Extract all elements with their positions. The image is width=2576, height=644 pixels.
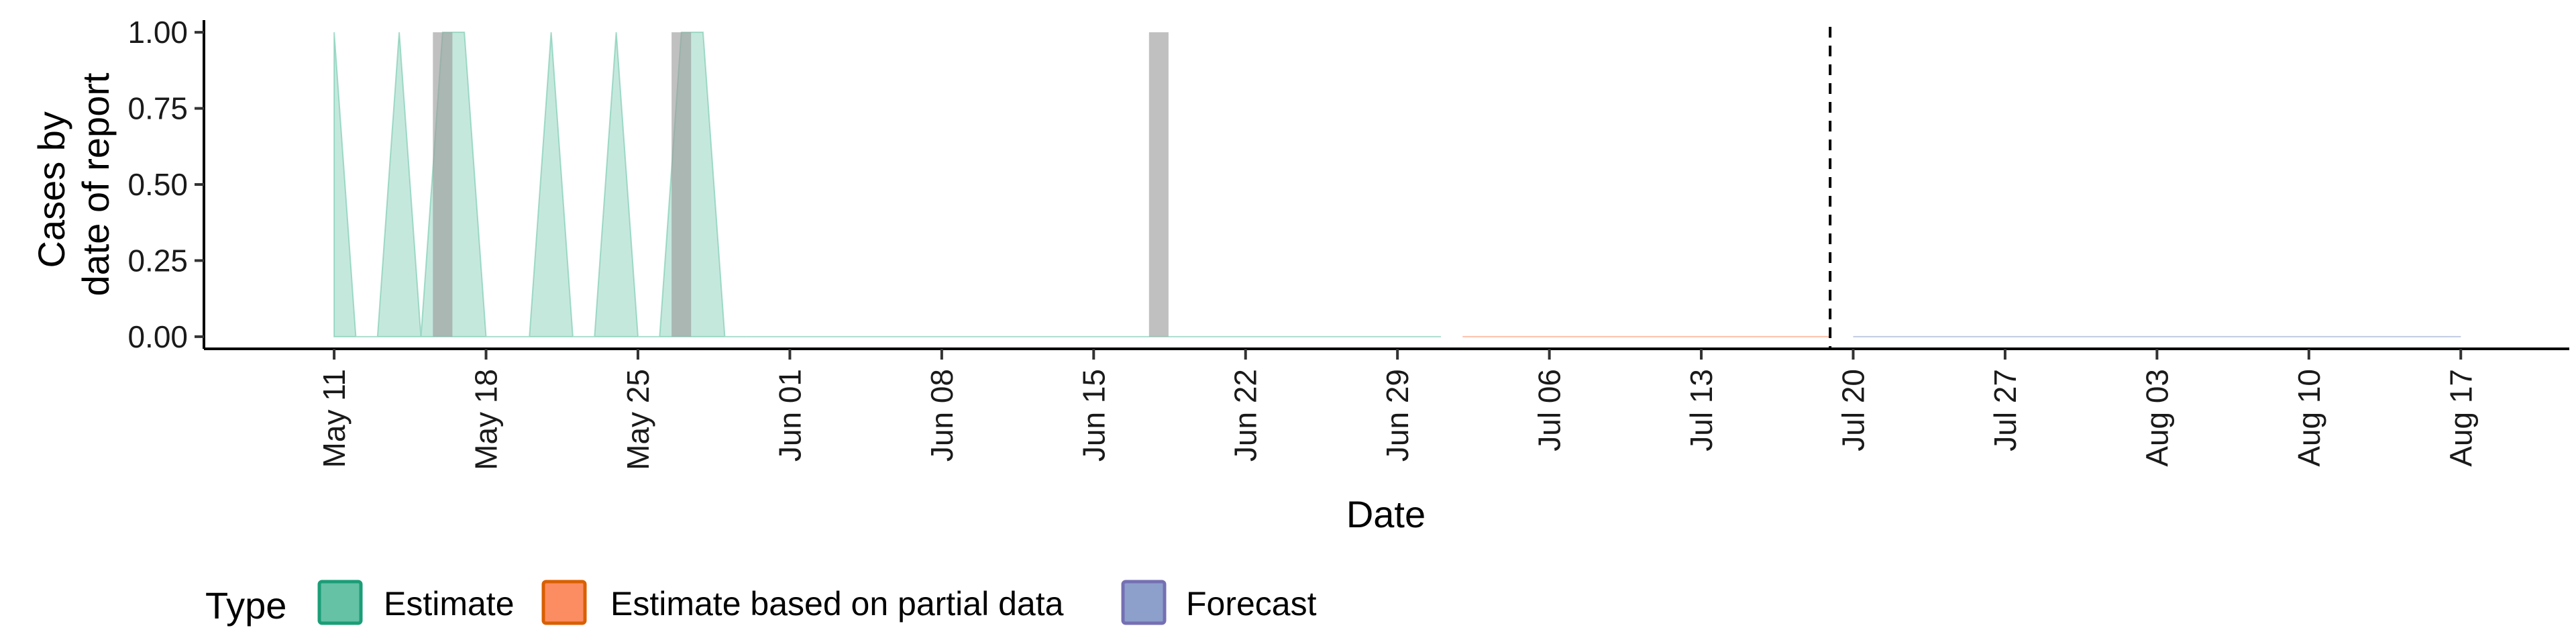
x-tick-label-6: Jun 22 — [1228, 369, 1263, 462]
legend-label-forecast: Forecast — [1186, 585, 1317, 623]
y-tick-label-0: 0.00 — [127, 319, 188, 354]
x-tick-label-0: May 11 — [317, 369, 352, 468]
legend: Type Estimate Estimate based on partial … — [205, 580, 1317, 627]
x-tick-label-1: May 18 — [469, 369, 504, 470]
x-tick-label-9: Jul 13 — [1684, 369, 1719, 451]
y-tick-label-1: 0.25 — [127, 243, 188, 278]
y-tick-label-4: 1.00 — [127, 15, 188, 50]
y-axis-title-line-1: Cases by — [30, 111, 72, 268]
x-tick-label-13: Aug 10 — [2292, 369, 2326, 467]
y-axis-title: Cases by date of report — [30, 72, 117, 297]
x-axis-ticks: May 11 May 18 May 25 Jun 01 Jun 08 Jun 15 Jun … — [317, 349, 2478, 470]
x-tick-label-8: Jul 06 — [1532, 369, 1567, 451]
legend-label-estimate: Estimate — [384, 585, 515, 623]
x-tick-label-12: Aug 03 — [2139, 369, 2174, 467]
x-axis-title: Date — [1346, 493, 1426, 535]
y-axis-title-line-2: date of report — [74, 72, 117, 297]
x-tick-label-5: Jun 15 — [1076, 369, 1111, 462]
x-tick-label-2: May 25 — [621, 369, 655, 470]
y-axis-ticks: 0.00 0.25 0.50 0.75 1.00 — [127, 15, 204, 354]
x-tick-label-14: Aug 17 — [2443, 369, 2478, 467]
legend-title: Type — [205, 584, 286, 627]
x-tick-label-10: Jul 20 — [1836, 369, 1871, 451]
x-tick-label-3: Jun 01 — [772, 369, 807, 462]
legend-swatch-forecast — [1121, 580, 1167, 625]
x-tick-label-7: Jun 29 — [1380, 369, 1415, 462]
reported-bar-1 — [672, 32, 692, 337]
x-tick-label-4: Jun 08 — [924, 369, 959, 462]
reported-bar-0 — [433, 32, 453, 337]
y-tick-label-3: 0.75 — [127, 91, 188, 126]
plot-area — [333, 27, 2461, 349]
reported-bar-2 — [1148, 32, 1169, 337]
x-tick-label-11: Jul 27 — [1988, 369, 2023, 451]
legend-swatch-estimate — [317, 580, 363, 625]
y-tick-label-2: 0.50 — [127, 167, 188, 202]
legend-label-partial: Estimate based on partial data — [610, 585, 1064, 623]
legend-swatch-partial — [541, 580, 587, 625]
